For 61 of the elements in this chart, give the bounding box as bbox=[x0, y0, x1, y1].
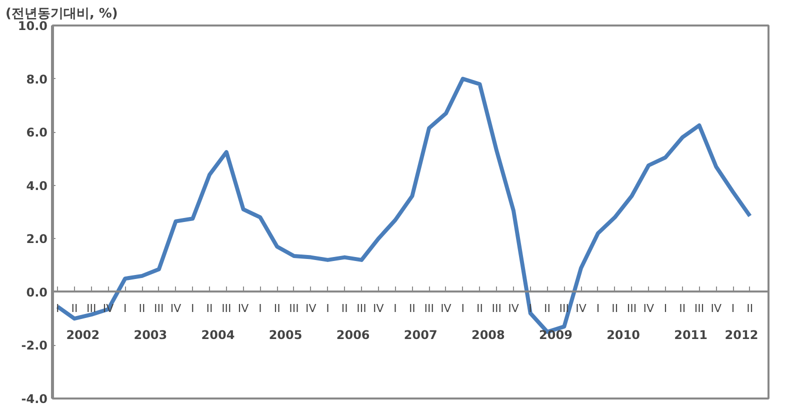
x-tick-label: II bbox=[274, 302, 280, 315]
y-tick-label: 10.0 bbox=[18, 19, 48, 33]
x-tick-label: II bbox=[71, 302, 78, 315]
x-tick-label: II bbox=[679, 302, 686, 315]
annotation: 2011 bbox=[674, 328, 708, 342]
x-tick-label: II bbox=[341, 302, 348, 315]
annotation: 2012 bbox=[724, 328, 758, 342]
x-tick-label: I bbox=[664, 302, 668, 315]
x-tick-label: IV bbox=[643, 302, 654, 315]
x-tick-label: I bbox=[394, 302, 397, 315]
x-tick-label: IV bbox=[440, 302, 452, 315]
y-tick-label: 0.0 bbox=[26, 285, 48, 300]
y-axis-title: (전년동기대비, %) bbox=[6, 6, 118, 22]
y-tick-label: 8.0 bbox=[26, 72, 48, 86]
x-tick-label: III bbox=[694, 302, 704, 315]
annotation: 2004 bbox=[201, 328, 235, 342]
x-tick-label: III bbox=[289, 302, 299, 315]
x-tick-label: II bbox=[206, 302, 213, 315]
y-tick-label: 4.0 bbox=[26, 178, 48, 193]
annotation: 2003 bbox=[134, 328, 168, 342]
x-tick-label: III bbox=[154, 302, 164, 315]
annotation: 2008 bbox=[471, 328, 505, 342]
x-tick-label: I bbox=[191, 302, 194, 315]
x-tick-label: II bbox=[612, 302, 618, 315]
x-tick-label: III bbox=[559, 302, 570, 315]
x-tick-label: IV bbox=[373, 302, 384, 315]
y-tick-label: -4.0 bbox=[21, 392, 48, 406]
x-tick-label: IV bbox=[710, 302, 722, 315]
x-tick-label: I bbox=[461, 302, 464, 315]
x-tick-label: I bbox=[731, 302, 735, 315]
x-tick-label: IV bbox=[305, 302, 317, 315]
x-tick-label: II bbox=[408, 302, 416, 315]
x-tick-label: III bbox=[492, 302, 502, 315]
x-tick-label: III bbox=[424, 302, 434, 315]
x-tick-label: II bbox=[544, 302, 551, 315]
annotation: 2005 bbox=[268, 328, 302, 342]
y-tick-label: -2.0 bbox=[21, 338, 48, 353]
x-tick-label: II bbox=[138, 302, 146, 315]
annotation: 2010 bbox=[606, 328, 640, 342]
y-tick-label: 2.0 bbox=[26, 232, 48, 246]
x-tick-label: IV bbox=[170, 302, 182, 315]
x-tick-label: IV bbox=[238, 302, 250, 315]
x-tick-label: I bbox=[596, 302, 600, 315]
x-tick-label: IV bbox=[508, 302, 520, 315]
x-tick-label: II bbox=[476, 302, 483, 315]
annotation: 2009 bbox=[539, 328, 572, 342]
x-tick-label: I bbox=[258, 302, 262, 315]
annotation: 2006 bbox=[336, 328, 370, 342]
x-tick-label: III bbox=[222, 302, 232, 315]
x-tick-label: IV bbox=[576, 302, 587, 315]
x-tick-label: III bbox=[86, 302, 96, 315]
x-tick-label: I bbox=[56, 302, 60, 315]
annotation: 2007 bbox=[404, 328, 438, 342]
x-tick-label: III bbox=[356, 302, 366, 315]
y-tick-label: 6.0 bbox=[26, 126, 48, 140]
x-tick-label: I bbox=[123, 302, 127, 315]
x-tick-label: I bbox=[528, 302, 532, 315]
x-tick-label: I bbox=[326, 302, 330, 315]
x-tick-label: III bbox=[626, 302, 637, 315]
x-tick-label: II bbox=[746, 302, 754, 315]
annotation: 2002 bbox=[66, 328, 100, 342]
